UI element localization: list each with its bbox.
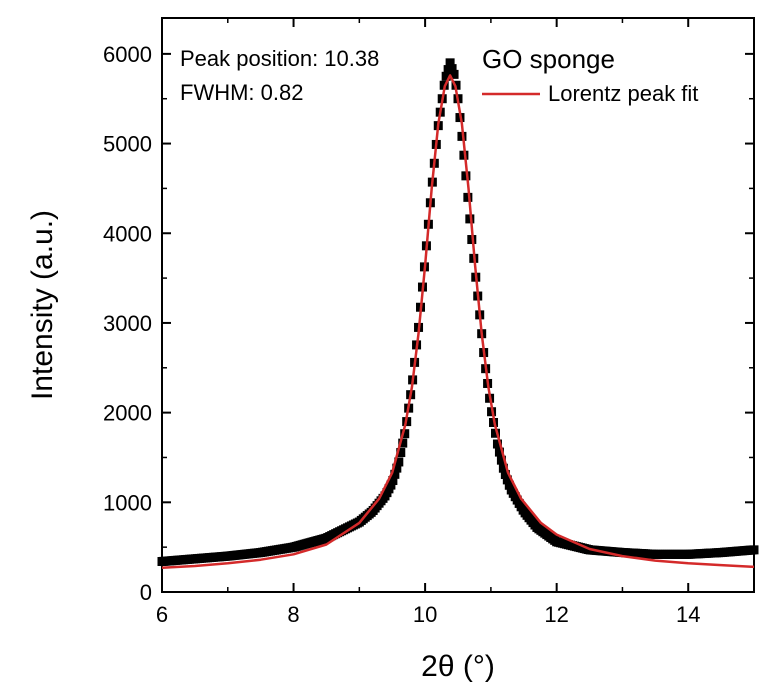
y-tick-label: 2000: [103, 401, 152, 426]
legend: GO sponge Lorentz peak fit: [482, 44, 698, 106]
fit-curve: [161, 74, 755, 570]
data-point: [461, 171, 471, 181]
data-point: [504, 480, 514, 490]
data-point: [449, 69, 459, 79]
legend-label-fit: Lorentz peak fit: [548, 81, 698, 106]
legend-title: GO sponge: [482, 44, 615, 74]
data-point: [388, 476, 398, 486]
ticks: 6 8 10 12 14 0 1000 2000 3000 4000 5000 6000: [103, 18, 754, 627]
y-tick-label: 0: [140, 580, 152, 605]
data-point: [492, 439, 502, 449]
data-point: [500, 470, 510, 480]
data-point: [390, 469, 400, 479]
y-tick-label: 1000: [103, 490, 152, 515]
y-tick-label: 3000: [103, 311, 152, 336]
x-tick-label: 6: [156, 602, 168, 627]
x-tick-label: 14: [676, 602, 700, 627]
data-point: [441, 71, 451, 81]
data-point: [502, 475, 512, 485]
x-axis-title: 2θ (°): [421, 650, 495, 683]
data-point: [445, 58, 455, 68]
data-point: [496, 455, 506, 465]
data-point: [490, 428, 500, 438]
data-point: [398, 438, 408, 448]
annotation-fwhm: FWHM: 0.82: [180, 80, 303, 105]
y-tick-label: 5000: [103, 132, 152, 157]
x-tick-label: 12: [544, 602, 568, 627]
data-point: [749, 545, 759, 555]
data-point: [463, 192, 473, 202]
fit-line: [161, 74, 755, 570]
data-point: [494, 447, 504, 457]
data-point: [447, 64, 457, 74]
data-point: [386, 480, 396, 490]
data-point: [396, 448, 406, 458]
plot-frame: [161, 17, 755, 593]
x-tick-label: 8: [287, 602, 299, 627]
data-point: [394, 457, 404, 467]
y-axis-title: Intensity (a.u.): [26, 210, 59, 400]
annotation-peak-position: Peak position: 10.38: [180, 46, 379, 71]
data-point: [498, 463, 508, 473]
data-point: [392, 463, 402, 473]
data-point: [465, 214, 475, 224]
y-tick-label: 4000: [103, 221, 152, 246]
plot-border: [161, 17, 755, 593]
data-point: [400, 429, 410, 439]
y-tick-label: 6000: [103, 42, 152, 67]
data-points: [157, 58, 759, 567]
x-tick-label: 10: [413, 602, 437, 627]
